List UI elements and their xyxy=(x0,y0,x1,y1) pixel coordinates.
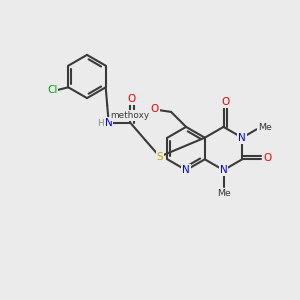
Text: O: O xyxy=(263,153,272,163)
Text: O: O xyxy=(221,97,229,107)
Text: O: O xyxy=(151,104,159,115)
Text: Me: Me xyxy=(217,189,230,198)
Text: O: O xyxy=(128,94,136,104)
Text: N: N xyxy=(220,165,227,175)
Text: N: N xyxy=(238,133,246,143)
Text: Me: Me xyxy=(258,123,272,132)
Text: N: N xyxy=(182,165,190,175)
Text: N: N xyxy=(105,118,112,128)
Text: S: S xyxy=(156,152,163,162)
Text: methoxy: methoxy xyxy=(110,111,150,120)
Text: Cl: Cl xyxy=(47,85,58,95)
Text: H: H xyxy=(97,119,104,128)
